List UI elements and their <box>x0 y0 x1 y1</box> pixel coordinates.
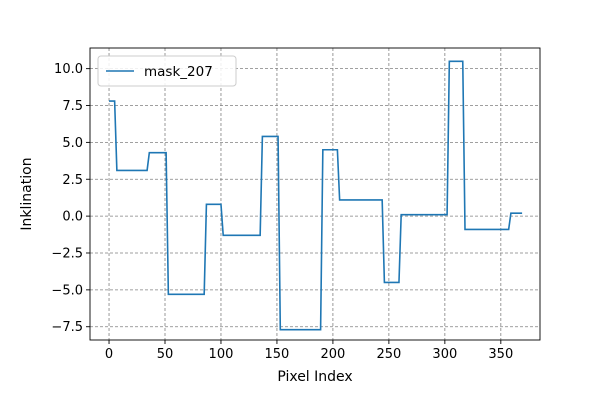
x-tick-label: 200 <box>320 347 345 362</box>
legend-box <box>97 55 237 87</box>
x-axis-label: Pixel Index <box>277 369 352 385</box>
x-tick-label: 50 <box>157 347 174 362</box>
x-tick-label: 0 <box>105 347 113 362</box>
y-tick-label: 0.0 <box>62 210 83 225</box>
y-tick-label: 7.5 <box>62 99 83 114</box>
y-tick-label: 10.0 <box>54 62 83 77</box>
legend-label: mask_207 <box>144 64 213 80</box>
x-tick-label: 150 <box>265 347 290 362</box>
x-tick-label: 250 <box>376 347 401 362</box>
y-axis-ticks: −7.5 −5.0 −2.5 0.0 2.5 5.0 7.5 10.0 <box>51 62 90 335</box>
x-tick-label: 300 <box>432 347 457 362</box>
x-axis-ticks: 0 50 100 150 200 250 300 350 <box>105 340 513 362</box>
series-line-mask_207 <box>109 60 523 331</box>
y-tick-label: −5.0 <box>51 283 83 298</box>
y-tick-label: 5.0 <box>62 136 83 151</box>
series-layer <box>109 60 523 331</box>
y-tick-label: −2.5 <box>51 246 83 261</box>
legend: mask_207 <box>97 55 237 87</box>
plot-area-frame <box>89 47 541 341</box>
y-tick-label: 2.5 <box>62 173 83 188</box>
x-tick-label: 350 <box>488 347 513 362</box>
x-tick-label: 100 <box>209 347 234 362</box>
y-axis-label: Inklination <box>19 157 35 230</box>
y-tick-label: −7.5 <box>51 320 83 335</box>
